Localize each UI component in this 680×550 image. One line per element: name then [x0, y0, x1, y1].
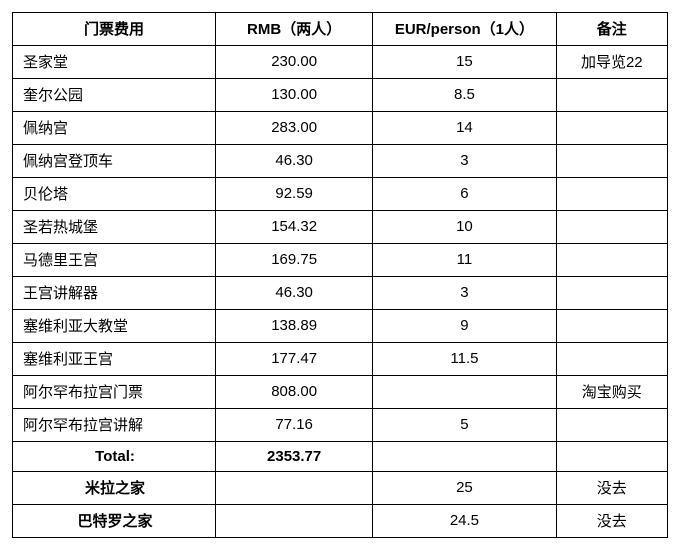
cell-note: [556, 145, 667, 178]
cell-rmb: 177.47: [216, 343, 373, 376]
cell-eur: 11: [373, 244, 556, 277]
col-header-name: 门票费用: [13, 13, 216, 46]
col-header-rmb: RMB（两人）: [216, 13, 373, 46]
total-label: Total:: [13, 442, 216, 472]
table-row: 奎尔公园130.008.5: [13, 79, 668, 112]
table-row: 塞维利亚大教堂138.899: [13, 310, 668, 343]
cell-note: 没去: [556, 505, 667, 538]
cell-eur: 10: [373, 211, 556, 244]
ticket-cost-table: 门票费用 RMB（两人） EUR/person（1人） 备注 圣家堂230.00…: [12, 12, 668, 538]
cell-eur: 6: [373, 178, 556, 211]
cell-name: 塞维利亚大教堂: [13, 310, 216, 343]
cell-note: [556, 112, 667, 145]
table-row: 圣若热城堡154.3210: [13, 211, 668, 244]
cell-note: 加导览22: [556, 46, 667, 79]
cell-eur: 14: [373, 112, 556, 145]
table-row: 塞维利亚王宫177.4711.5: [13, 343, 668, 376]
cell-name: 圣家堂: [13, 46, 216, 79]
cell-name: 贝伦塔: [13, 178, 216, 211]
cell-eur: 25: [373, 472, 556, 505]
table-row: 阿尔罕布拉宫讲解77.165: [13, 409, 668, 442]
cell-rmb: 138.89: [216, 310, 373, 343]
col-header-note: 备注: [556, 13, 667, 46]
col-header-eur: EUR/person（1人）: [373, 13, 556, 46]
cell-note: 淘宝购买: [556, 376, 667, 409]
cell-rmb: 230.00: [216, 46, 373, 79]
cell-rmb: 77.16: [216, 409, 373, 442]
cell-eur: 24.5: [373, 505, 556, 538]
cell-eur: 15: [373, 46, 556, 79]
cell-rmb: 169.75: [216, 244, 373, 277]
cell-name: 马德里王宫: [13, 244, 216, 277]
cell-note: [556, 343, 667, 376]
cell-name: 阿尔罕布拉宫讲解: [13, 409, 216, 442]
ticket-cost-table-wrap: 门票费用 RMB（两人） EUR/person（1人） 备注 圣家堂230.00…: [12, 12, 668, 538]
total-rmb: 2353.77: [216, 442, 373, 472]
cell-eur: 3: [373, 145, 556, 178]
cell-note: 没去: [556, 472, 667, 505]
cell-note: [556, 310, 667, 343]
table-body: 圣家堂230.0015加导览22奎尔公园130.008.5佩纳宫283.0014…: [13, 46, 668, 538]
cell-rmb: 46.30: [216, 145, 373, 178]
cell-rmb: 46.30: [216, 277, 373, 310]
cell-note: [556, 277, 667, 310]
cell-eur: 8.5: [373, 79, 556, 112]
cell-note: [556, 178, 667, 211]
table-row: 阿尔罕布拉宫门票808.00 淘宝购买: [13, 376, 668, 409]
total-row: Total:2353.77: [13, 442, 668, 472]
cell-name: 佩纳宫登顶车: [13, 145, 216, 178]
cell-name: 巴特罗之家: [13, 505, 216, 538]
total-eur: [373, 442, 556, 472]
cell-note: [556, 409, 667, 442]
table-row: 佩纳宫283.0014: [13, 112, 668, 145]
cell-rmb: [216, 472, 373, 505]
cell-name: 阿尔罕布拉宫门票: [13, 376, 216, 409]
extra-row: 巴特罗之家 24.5没去: [13, 505, 668, 538]
cell-rmb: 92.59: [216, 178, 373, 211]
table-row: 贝伦塔92.596: [13, 178, 668, 211]
cell-eur: 3: [373, 277, 556, 310]
total-note: [556, 442, 667, 472]
cell-note: [556, 79, 667, 112]
cell-rmb: 130.00: [216, 79, 373, 112]
cell-name: 塞维利亚王宫: [13, 343, 216, 376]
cell-rmb: 808.00: [216, 376, 373, 409]
cell-note: [556, 211, 667, 244]
cell-rmb: 283.00: [216, 112, 373, 145]
extra-row: 米拉之家 25没去: [13, 472, 668, 505]
cell-eur: 5: [373, 409, 556, 442]
table-row: 王宫讲解器46.303: [13, 277, 668, 310]
cell-eur: 9: [373, 310, 556, 343]
table-header: 门票费用 RMB（两人） EUR/person（1人） 备注: [13, 13, 668, 46]
cell-name: 王宫讲解器: [13, 277, 216, 310]
cell-rmb: [216, 505, 373, 538]
table-row: 马德里王宫169.7511: [13, 244, 668, 277]
cell-eur: [373, 376, 556, 409]
cell-rmb: 154.32: [216, 211, 373, 244]
table-row: 佩纳宫登顶车46.303: [13, 145, 668, 178]
cell-name: 米拉之家: [13, 472, 216, 505]
cell-name: 奎尔公园: [13, 79, 216, 112]
cell-eur: 11.5: [373, 343, 556, 376]
cell-name: 佩纳宫: [13, 112, 216, 145]
table-row: 圣家堂230.0015加导览22: [13, 46, 668, 79]
cell-name: 圣若热城堡: [13, 211, 216, 244]
cell-note: [556, 244, 667, 277]
